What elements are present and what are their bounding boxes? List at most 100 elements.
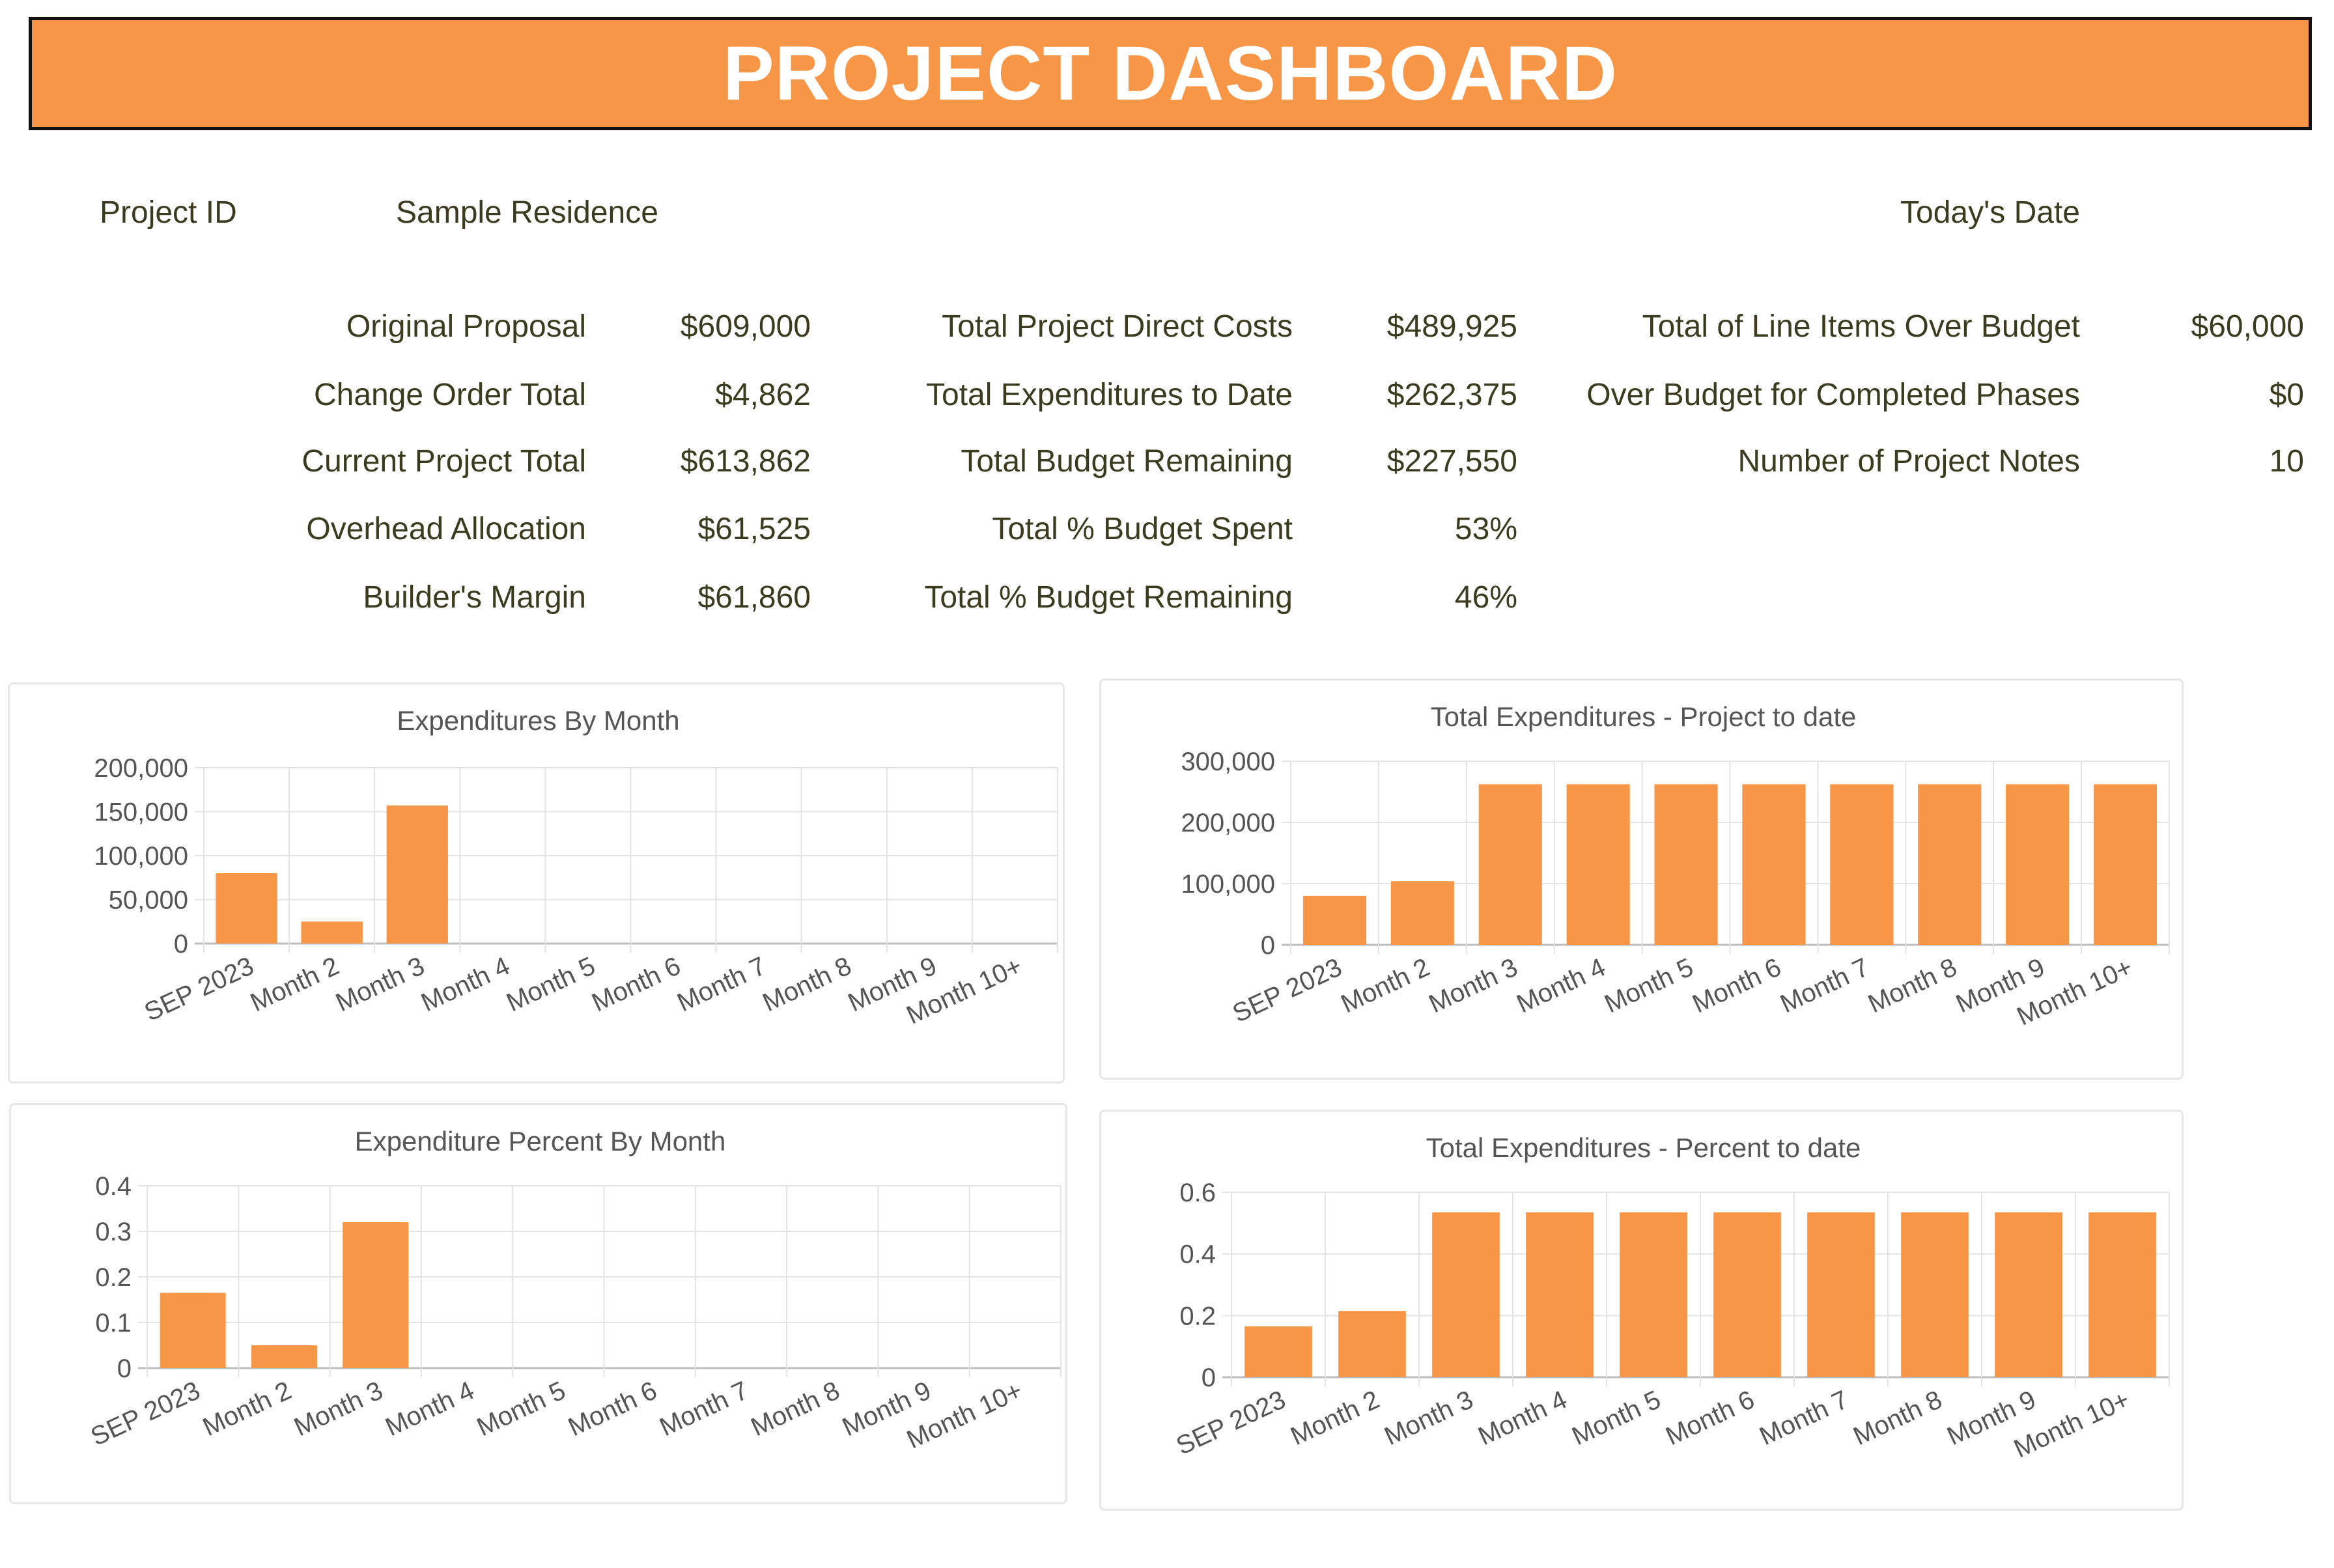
chart-title: Total Expenditures - Project to date xyxy=(1431,701,1857,732)
y-tick-label: 50,000 xyxy=(109,886,188,915)
bar[interactable] xyxy=(1807,1212,1875,1377)
x-tick-label: Month 2 xyxy=(1286,1385,1384,1451)
x-tick-label: Month 2 xyxy=(246,951,344,1017)
x-tick-label: SEP 2023 xyxy=(1228,953,1346,1028)
summary-label: Total Budget Remaining xyxy=(961,444,1293,479)
x-tick-label: Month 6 xyxy=(564,1376,662,1442)
bar[interactable] xyxy=(343,1222,409,1368)
x-tick-label: Month 2 xyxy=(1337,953,1435,1018)
x-tick-label: Month 3 xyxy=(290,1376,387,1442)
x-tick-label: Month 8 xyxy=(1864,953,1961,1018)
bar[interactable] xyxy=(1654,784,1718,945)
bar[interactable] xyxy=(1830,784,1894,945)
y-tick-label: 0 xyxy=(1261,931,1275,960)
x-tick-label: Month 3 xyxy=(1380,1385,1478,1451)
y-tick-label: 0.6 xyxy=(1179,1179,1216,1207)
x-tick-label: Month 3 xyxy=(331,951,429,1017)
y-tick-label: 0.2 xyxy=(95,1263,132,1292)
page-title: PROJECT DASHBOARD xyxy=(722,31,1618,117)
summary-value: $4,862 xyxy=(715,378,811,412)
x-tick-label: Month 6 xyxy=(1661,1385,1759,1451)
bar[interactable] xyxy=(1620,1212,1687,1377)
y-tick-label: 0.3 xyxy=(95,1218,132,1246)
bar[interactable] xyxy=(251,1345,317,1368)
x-tick-label: Month 5 xyxy=(1600,953,1698,1018)
y-tick-label: 0.1 xyxy=(95,1309,132,1337)
x-tick-label: SEP 2023 xyxy=(1172,1385,1290,1461)
chart-title: Total Expenditures - Percent to date xyxy=(1426,1132,1861,1163)
summary-value: $613,862 xyxy=(680,444,811,479)
summary-label: Total Project Direct Costs xyxy=(942,309,1293,344)
bar[interactable] xyxy=(2093,784,2158,945)
y-tick-label: 100,000 xyxy=(1181,870,1275,899)
x-tick-label: Month 3 xyxy=(1424,953,1522,1018)
summary-label: Builder's Margin xyxy=(363,580,586,615)
y-tick-label: 200,000 xyxy=(1181,809,1275,837)
bar[interactable] xyxy=(216,873,277,944)
x-tick-label: Month 4 xyxy=(381,1376,479,1442)
bar[interactable] xyxy=(1995,1212,2062,1377)
summary-label: Original Proposal xyxy=(346,309,586,344)
bar[interactable] xyxy=(386,805,448,944)
x-tick-label: Month 4 xyxy=(1512,953,1610,1018)
bar[interactable] xyxy=(1390,881,1454,945)
bar[interactable] xyxy=(2006,784,2070,945)
chart-card-total-expenditures-to-date: Total Expenditures - Project to date 0 100… xyxy=(1099,679,2184,1080)
x-tick-label: SEP 2023 xyxy=(87,1376,204,1451)
x-tick-label: Month 5 xyxy=(473,1376,570,1442)
chart-title: Expenditures By Month xyxy=(397,705,679,736)
bar[interactable] xyxy=(1566,784,1630,945)
y-tick-label: 0.4 xyxy=(1179,1240,1216,1269)
bar[interactable] xyxy=(1302,895,1367,945)
y-tick-label: 150,000 xyxy=(94,798,188,827)
summary-label: Total % Budget Remaining xyxy=(924,580,1293,615)
bar[interactable] xyxy=(1432,1212,1500,1377)
summary-value: $61,860 xyxy=(697,580,811,615)
y-tick-label: 0 xyxy=(1202,1364,1216,1392)
y-tick-label: 100,000 xyxy=(94,842,188,871)
summary-label: Change Order Total xyxy=(313,378,586,412)
y-tick-label: 0 xyxy=(174,930,188,959)
summary-value: 46% xyxy=(1454,580,1517,615)
bar[interactable] xyxy=(1742,784,1806,945)
x-tick-label: Month 6 xyxy=(1688,953,1786,1018)
summary-value: 10 xyxy=(2269,444,2304,479)
x-tick-label: Month 5 xyxy=(502,951,600,1017)
bar[interactable] xyxy=(1713,1212,1781,1377)
chart-title: Expenditure Percent By Month xyxy=(355,1126,726,1156)
bar[interactable] xyxy=(1244,1326,1312,1377)
summary-value: $61,525 xyxy=(697,512,811,546)
bar[interactable] xyxy=(1338,1311,1406,1377)
summary-value: $489,925 xyxy=(1386,309,1517,344)
chart-expenditures-by-month: Expenditures By Month 0 50,000 100,000 150,0… xyxy=(94,705,1058,1030)
summary-label: Overhead Allocation xyxy=(306,512,586,546)
bar[interactable] xyxy=(1478,784,1542,945)
x-tick-label: Month 8 xyxy=(1849,1385,1947,1451)
bar[interactable] xyxy=(1526,1212,1594,1377)
x-tick-label: Month 7 xyxy=(1755,1385,1853,1451)
y-tick-label: 0 xyxy=(117,1354,132,1383)
x-tick-label: Month 8 xyxy=(758,951,856,1017)
bar[interactable] xyxy=(160,1293,226,1369)
summary-value: $227,550 xyxy=(1386,444,1517,479)
summary-value: $60,000 xyxy=(2191,309,2304,344)
summary-label: Total % Budget Spent xyxy=(992,512,1293,546)
summary-value: $0 xyxy=(2269,378,2304,412)
x-tick-label: Month 2 xyxy=(199,1376,296,1442)
project-id-label: Project ID xyxy=(100,195,237,230)
summary-value: 53% xyxy=(1454,512,1517,546)
bar[interactable] xyxy=(1901,1212,1969,1377)
y-tick-label: 0.2 xyxy=(1179,1302,1216,1330)
summary-label: Over Budget for Completed Phases xyxy=(1586,378,2080,412)
bar[interactable] xyxy=(2088,1212,2156,1377)
summary-value: $262,375 xyxy=(1386,378,1517,412)
chart-total-expenditures-percent: Total Expenditures - Percent to date 0 0.2… xyxy=(1172,1132,2170,1464)
bar[interactable] xyxy=(301,921,363,944)
x-tick-label: Month 5 xyxy=(1568,1385,1665,1451)
x-tick-label: SEP 2023 xyxy=(140,951,258,1027)
bar[interactable] xyxy=(1918,784,1982,945)
chart-total-expenditures-to-date: Total Expenditures - Project to date 0 100… xyxy=(1181,701,2170,1031)
y-tick-label: 200,000 xyxy=(94,754,188,783)
y-tick-label: 0.4 xyxy=(95,1172,132,1201)
x-tick-label: Month 6 xyxy=(587,951,685,1017)
